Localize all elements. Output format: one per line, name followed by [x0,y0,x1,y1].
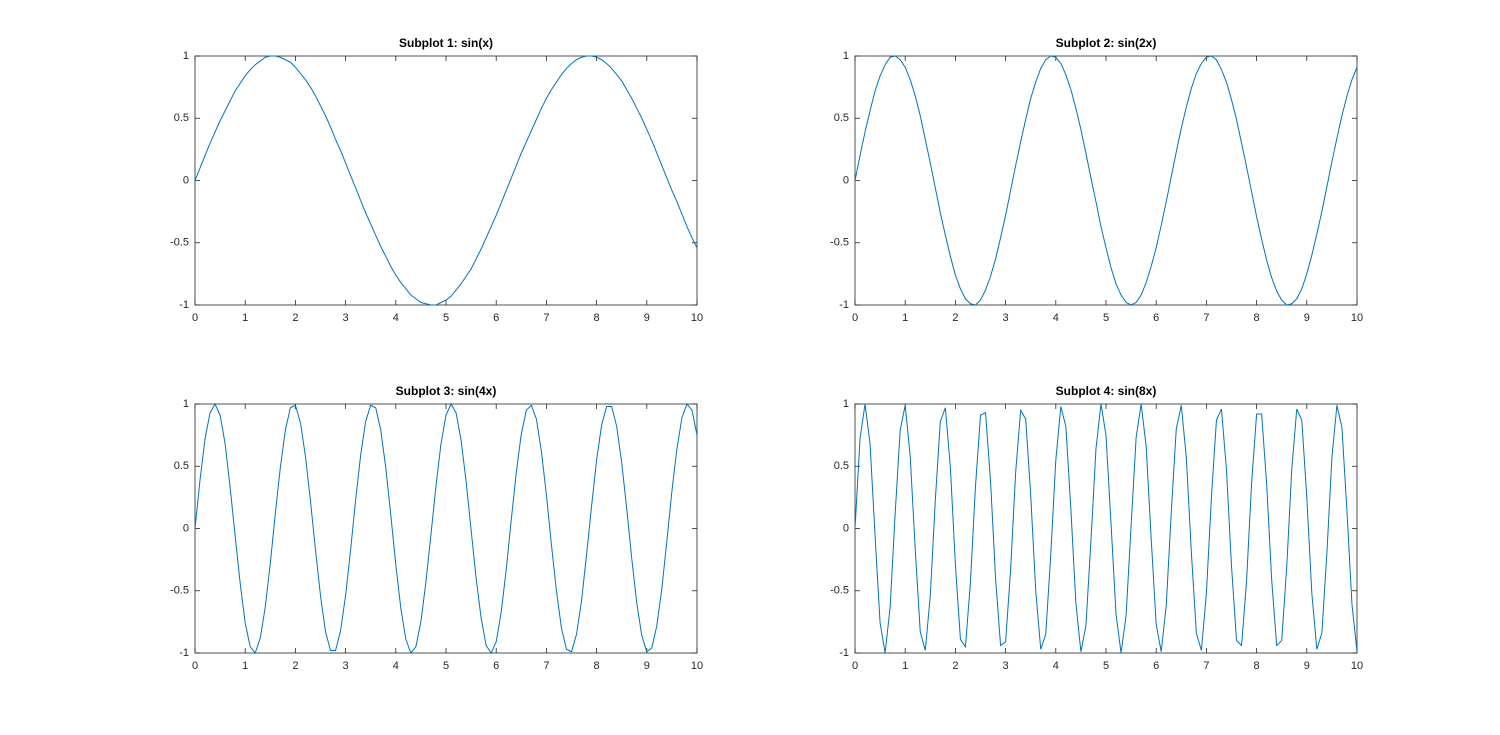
x-tick-label: 10 [1351,312,1363,324]
x-tick-label: 0 [852,660,858,672]
x-tick-label: 7 [543,312,549,324]
x-tick-label: 5 [1103,312,1109,324]
data-line [194,402,698,655]
y-tick-label: 0 [843,522,849,534]
data-line [854,403,1358,654]
y-tick-label: -0.5 [830,585,849,597]
y-tick-label: -0.5 [170,585,189,597]
y-tick-label: 1 [843,50,849,62]
axes-box [194,403,698,654]
data-line [854,55,1358,306]
y-tick-label: 0.5 [174,460,189,472]
x-tick-label: 5 [443,312,449,324]
y-tick-label: -1 [179,299,189,311]
axes-box [194,55,698,306]
x-tick-label: 8 [594,660,600,672]
y-tick-label: -1 [839,299,849,311]
x-tick-label: 7 [543,660,549,672]
x-tick-label: 9 [644,312,650,324]
axes-box [854,55,1358,306]
x-tick-label: 6 [1153,312,1159,324]
x-tick-label: 9 [1304,660,1310,672]
x-tick-label: 1 [242,660,248,672]
y-tick-label: 0 [183,522,189,534]
y-tick-label: -0.5 [170,237,189,249]
x-tick-label: 8 [1254,312,1260,324]
x-tick-label: 10 [1351,660,1363,672]
x-tick-label: 10 [691,660,703,672]
subplot-title: Subplot 1: sin(x) [399,36,493,50]
x-tick-label: 1 [902,660,908,672]
x-tick-label: 6 [493,660,499,672]
x-tick-label: 10 [691,312,703,324]
x-tick-label: 2 [292,660,298,672]
x-tick-label: 5 [443,660,449,672]
x-tick-label: 7 [1203,660,1209,672]
x-tick-label: 0 [192,312,198,324]
x-tick-label: 2 [952,660,958,672]
x-tick-label: 3 [343,660,349,672]
y-tick-label: -1 [179,647,189,659]
x-tick-label: 8 [594,312,600,324]
x-tick-label: 9 [644,660,650,672]
y-tick-label: 1 [183,50,189,62]
x-tick-label: 1 [242,312,248,324]
x-tick-label: 8 [1254,660,1260,672]
x-tick-label: 4 [1053,312,1059,324]
x-tick-label: 1 [902,312,908,324]
x-tick-label: 0 [192,660,198,672]
y-tick-label: 0.5 [174,112,189,124]
y-tick-label: 0 [843,174,849,186]
subplot-title: Subplot 3: sin(4x) [396,384,497,398]
x-tick-label: 3 [1003,660,1009,672]
x-tick-label: 9 [1304,312,1310,324]
x-tick-label: 4 [1053,660,1059,672]
x-tick-label: 3 [1003,312,1009,324]
y-tick-label: -1 [839,647,849,659]
subplot-title: Subplot 4: sin(8x) [1056,384,1157,398]
subplot-title: Subplot 2: sin(2x) [1056,36,1157,50]
x-tick-label: 7 [1203,312,1209,324]
y-tick-label: 1 [183,398,189,410]
x-tick-label: 6 [493,312,499,324]
y-tick-label: -0.5 [830,237,849,249]
x-tick-label: 4 [393,660,399,672]
x-tick-label: 2 [292,312,298,324]
x-tick-label: 2 [952,312,958,324]
x-tick-label: 5 [1103,660,1109,672]
y-tick-label: 0.5 [834,460,849,472]
data-line [194,55,698,306]
y-tick-label: 0.5 [834,112,849,124]
y-tick-label: 1 [843,398,849,410]
x-tick-label: 0 [852,312,858,324]
y-tick-label: 0 [183,174,189,186]
x-tick-label: 3 [343,312,349,324]
x-tick-label: 4 [393,312,399,324]
x-tick-label: 6 [1153,660,1159,672]
